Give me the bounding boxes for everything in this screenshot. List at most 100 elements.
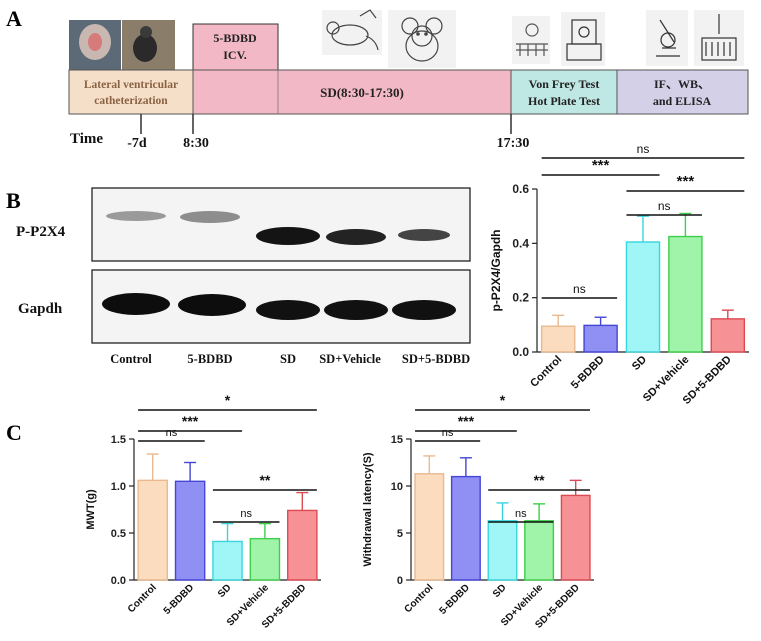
blot-row-label-p-p2x4: P-P2X4 [16,224,66,240]
behavior-tests-stage [510,69,618,115]
significance-label: *** [458,413,475,429]
x-tick-label-sd: SD [491,582,509,600]
hot-plate-sketch [561,12,605,66]
gapdh-band-sd [256,300,320,320]
icv-label-line1: 5-BDBD [213,31,257,45]
time-point-minus-7d: -7d [127,136,147,151]
significance-label: * [500,392,506,408]
gapdh-band-sd-5-bdbd [392,300,456,320]
significance-label: * [225,392,231,408]
sd-label: SD(8:30-17:30) [320,85,404,100]
x-tick-label-5-bdbd: 5-BDBD [438,582,472,616]
panel-label-c: C [6,420,22,445]
y-axis-label: Withdrawal latency(S) [362,452,374,567]
microscope-sketch [646,10,688,66]
x-tick-label-5-bdbd: 5-BDBD [569,354,607,392]
icv-box [192,23,279,71]
tests-label-line1: Von Frey Test [529,77,600,91]
blot-membrane-p-p2x4 [91,187,471,262]
y-tick-label: 1.5 [111,434,126,446]
bar-control [137,479,168,581]
significance-label: *** [677,173,695,190]
sd-stage [192,69,512,115]
y-tick-label: 10 [391,481,403,493]
y-tick-label: 0.2 [512,291,529,305]
y-tick-label: 0.6 [512,182,529,196]
bar-sd [212,540,243,581]
bar-sd-5-bdbd [710,318,746,353]
photo-catheter-surgery [69,20,121,70]
y-axis-label: p-P2X4/Gapdh [489,229,503,311]
bar-sd-vehicle [524,520,555,581]
bar-sd [487,520,518,581]
significance-label: ** [534,472,545,488]
panel-label-a: A [6,6,22,31]
gapdh-bands [102,293,456,320]
x-tick-label-control: Control [403,582,436,615]
y-tick-label: 5 [397,528,403,540]
y-tick-label: 15 [391,434,403,446]
lane-label-control: Control [110,352,152,366]
significance-label: ns [515,508,527,520]
p-p2x4-band-sd-5-bdbd [398,229,450,241]
mouse-sketch [388,10,456,68]
chart-withdrawal-latency: 0 5 10 15 Withdrawal latency(S) Control 5-BDBD… [362,392,594,631]
p-p2x4-bands [106,211,450,245]
significance-label: ns [166,427,178,439]
significance-label: *** [592,157,610,174]
time-point-1730: 17:30 [497,136,530,151]
significance-label: ns [573,282,586,296]
y-axis-label: MWT(g) [85,489,97,530]
lane-label-5-bdbd: 5-BDBD [187,352,232,366]
gapdh-band-5-bdbd [178,294,246,316]
bar-sd [625,241,661,353]
bar-5-bdbd [174,480,206,581]
bar-5-bdbd [450,475,481,581]
bar-sd-vehicle [249,537,281,581]
bar-control [540,325,576,353]
bar-sd-vehicle [668,235,703,353]
catheterization-label-line1: Lateral ventricular [84,79,178,91]
sd-mouse-sketch [322,9,382,55]
gapdh-band-control [102,293,170,315]
panel-label-b: B [6,188,21,213]
catheterization-stage [68,69,194,115]
assays-label-line2: and ELISA [653,94,712,108]
bar-sd-5-bdbd [287,509,318,581]
p-p2x4-band-5-bdbd [180,211,240,223]
p-p2x4-band-sd [256,227,320,245]
photo-mouse [122,20,175,70]
x-tick-label-sd: SD [216,582,234,600]
x-tick-label-control: Control [528,354,564,390]
bar-control [414,473,445,581]
gapdh-band-sd-vehicle [324,300,388,320]
bar-sd-5-bdbd [560,494,591,581]
y-tick-label: 1.0 [111,481,126,493]
y-tick-label: 0.0 [512,345,529,359]
blot-row-label-gapdh: Gapdh [18,301,63,317]
significance-label: ** [259,472,270,488]
lane-label-sd-5-bdbd: SD+5-BDBD [402,352,470,366]
p-p2x4-band-control [106,211,166,221]
lane-label-sd: SD [280,352,296,366]
x-tick-label-5-bdbd: 5-BDBD [162,582,196,616]
significance-label: ns [658,199,671,213]
time-point-0830: 8:30 [183,136,209,151]
significance-label: ns [637,142,650,156]
von-frey-sketch [512,16,550,64]
y-tick-label: 0.5 [111,528,126,540]
icv-label-line2: ICV. [223,48,246,62]
plate-reader-sketch [694,10,744,66]
y-tick-label: 0.0 [111,575,126,587]
time-label: Time [70,131,103,147]
significance-label: *** [182,413,199,429]
significance-label: ns [442,427,454,439]
assays-label-line1: IF、WB、 [654,77,710,91]
x-tick-label-control: Control [126,582,159,615]
significance-label: ns [240,508,252,520]
p-p2x4-band-sd-vehicle [326,229,386,245]
assays-stage [616,69,749,115]
